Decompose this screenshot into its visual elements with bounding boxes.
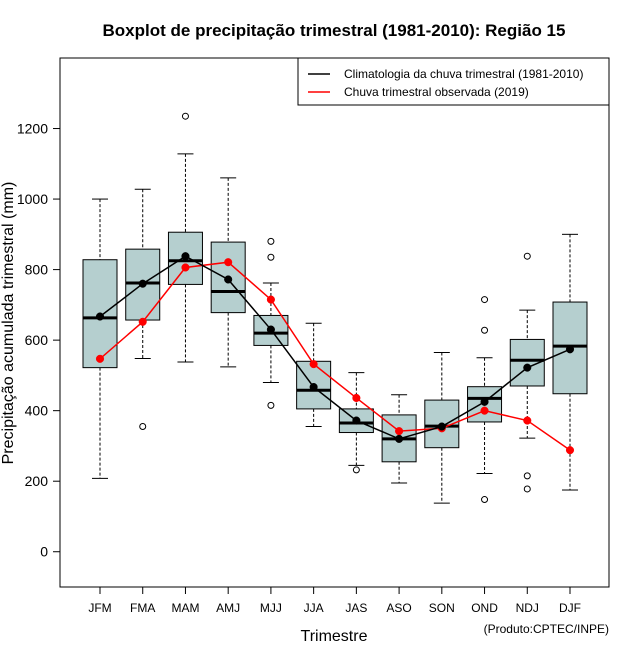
series-point-climatology: [352, 416, 361, 425]
credit-text: (Produto:CPTEC/INPE): [484, 622, 609, 636]
legend: Climatologia da chuva trimestral (1981-2…: [297, 57, 610, 106]
series-point-observed: [523, 416, 532, 425]
y-tick-label: 1200: [17, 121, 48, 137]
outlier-point: [523, 485, 531, 493]
x-tick-label: MAM: [171, 601, 199, 615]
x-tick-label: JFM: [88, 601, 111, 615]
series-point-climatology: [224, 275, 233, 284]
series-point-observed: [309, 360, 318, 369]
outlier-point: [139, 423, 147, 431]
series-point-observed: [352, 393, 361, 403]
series-point-observed: [181, 263, 190, 272]
outlier-point: [481, 296, 489, 304]
chart-title: Boxplot de precipitação trimestral (1981…: [103, 21, 566, 40]
series-line-climatology: [99, 255, 571, 440]
box-mjj: [253, 237, 289, 409]
series-lines: [95, 252, 575, 455]
series-point-observed: [565, 446, 575, 455]
series-point-climatology: [138, 279, 147, 288]
series-point-climatology: [523, 363, 532, 372]
series-climatology: [95, 252, 575, 443]
outlier-point: [267, 253, 275, 261]
x-tick-label: JAS: [345, 601, 367, 615]
series-line-observed: [99, 261, 571, 451]
x-tick-label: JJA: [304, 601, 324, 615]
series-point-climatology: [181, 252, 190, 261]
series-point-observed: [224, 258, 233, 267]
y-tick-label: 800: [25, 262, 49, 278]
series-point-observed: [266, 295, 275, 304]
outlier-point: [523, 472, 531, 480]
outlier-point: [181, 112, 189, 120]
outlier-point: [352, 466, 360, 474]
box-ndj: [509, 252, 545, 493]
series-point-observed: [138, 317, 147, 326]
x-axis: JFM FMA MAM AMJ MJJ JJA JAS ASO SON OND NDJ DJF: [88, 586, 581, 615]
outlier-point: [267, 401, 275, 409]
legend-label-observed: Chuva trimestral observada (2019): [344, 85, 529, 99]
series-observed: [95, 258, 575, 455]
x-tick-label: DJF: [559, 601, 581, 615]
box-jfm: [82, 198, 118, 479]
series-point-observed: [95, 354, 105, 363]
x-tick-label: FMA: [130, 601, 155, 615]
box-jja: [296, 322, 332, 428]
y-axis: 0 200 400 600 800 1000 1200: [17, 121, 61, 560]
y-tick-label: 400: [25, 403, 49, 419]
series-point-climatology: [437, 422, 446, 431]
outlier-point: [523, 252, 531, 260]
x-tick-label: SON: [429, 601, 455, 615]
x-tick-label: MJJ: [260, 601, 282, 615]
box-fma: [125, 188, 161, 431]
series-point-climatology: [480, 397, 489, 406]
y-axis-label: Precipitação acumulada trimestral (mm): [0, 182, 17, 465]
series-point-climatology: [395, 434, 404, 443]
outlier-point: [267, 237, 275, 245]
boxes-group: [82, 112, 588, 504]
series-point-observed: [395, 427, 404, 436]
legend-box: [297, 57, 610, 106]
outlier-point: [481, 326, 489, 334]
series-point-climatology: [266, 325, 275, 334]
series-point-climatology: [95, 312, 105, 321]
x-axis-label: Trimestre: [301, 628, 368, 645]
y-tick-label: 600: [25, 332, 49, 348]
box-mam: [167, 112, 203, 363]
y-tick-label: 200: [25, 473, 49, 489]
y-tick-label: 1000: [17, 191, 48, 207]
series-point-climatology: [309, 382, 318, 392]
x-tick-label: AMJ: [216, 601, 240, 615]
x-tick-label: ASO: [386, 601, 411, 615]
series-point-observed: [480, 406, 489, 415]
outlier-point: [481, 496, 489, 504]
legend-label-climatology: Climatologia da chuva trimestral (1981-2…: [344, 67, 583, 81]
y-tick-label: 0: [40, 544, 48, 560]
series-point-climatology: [565, 345, 575, 354]
x-tick-label: NDJ: [516, 601, 539, 615]
x-tick-label: OND: [471, 601, 498, 615]
